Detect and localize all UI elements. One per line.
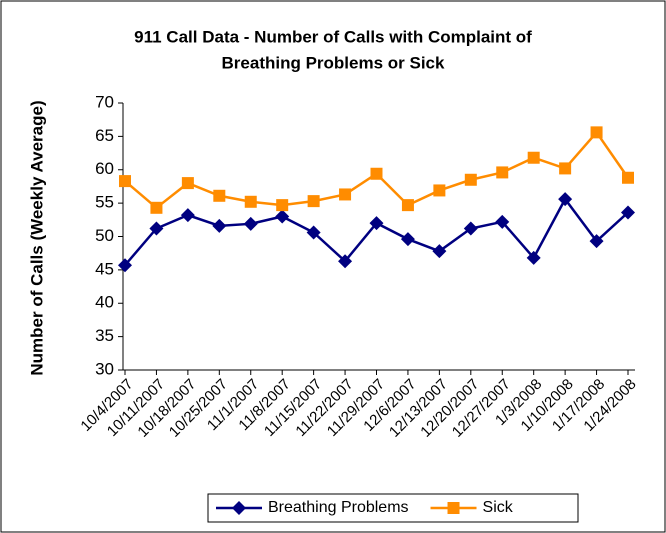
data-point: [589, 234, 604, 249]
data-point: [433, 184, 446, 197]
chart-title: Breathing Problems or Sick: [222, 53, 445, 72]
chart-title: 911 Call Data - Number of Calls with Com…: [134, 27, 532, 46]
legend-marker: [447, 502, 460, 514]
data-point: [338, 254, 353, 269]
data-point: [496, 166, 509, 179]
data-point: [150, 201, 163, 214]
data-point: [527, 151, 540, 164]
data-point: [622, 171, 634, 184]
data-point: [180, 208, 195, 223]
y-tick-label: 65: [95, 126, 114, 145]
data-point: [213, 189, 226, 202]
legend-marker: [232, 501, 246, 515]
data-point: [370, 167, 383, 180]
data-point: [526, 250, 541, 265]
data-point: [275, 209, 290, 224]
data-point: [149, 221, 164, 236]
data-point: [306, 225, 321, 240]
data-point: [400, 232, 415, 247]
data-point: [212, 218, 227, 233]
data-point: [590, 126, 603, 139]
data-point: [181, 177, 194, 190]
data-point: [559, 162, 572, 175]
data-point: [558, 192, 573, 207]
data-point: [432, 244, 447, 259]
data-point: [339, 188, 352, 201]
y-tick-label: 70: [95, 92, 114, 111]
data-point: [307, 195, 320, 208]
data-point: [463, 221, 478, 236]
y-tick-label: 35: [95, 326, 114, 345]
legend-label: Sick: [483, 499, 514, 516]
data-point: [276, 199, 289, 212]
y-tick-label: 30: [95, 359, 114, 378]
y-tick-label: 40: [95, 293, 114, 312]
data-point: [401, 199, 414, 212]
data-point: [244, 195, 257, 208]
data-point: [119, 175, 131, 188]
y-axis-label: Number of Calls (Weekly Average): [27, 100, 46, 375]
y-tick-label: 50: [95, 226, 114, 245]
data-point: [464, 173, 477, 186]
y-tick-label: 55: [95, 193, 114, 212]
y-tick-label: 45: [95, 259, 114, 278]
y-tick-label: 60: [95, 159, 114, 178]
data-point: [621, 205, 635, 220]
data-point: [118, 258, 132, 273]
legend: Breathing Problems Sick: [207, 493, 579, 523]
data-point: [243, 216, 258, 231]
data-point: [495, 214, 510, 229]
legend-label: Breathing Problems: [268, 499, 409, 516]
legend-box: [207, 493, 579, 523]
data-point: [369, 216, 384, 231]
